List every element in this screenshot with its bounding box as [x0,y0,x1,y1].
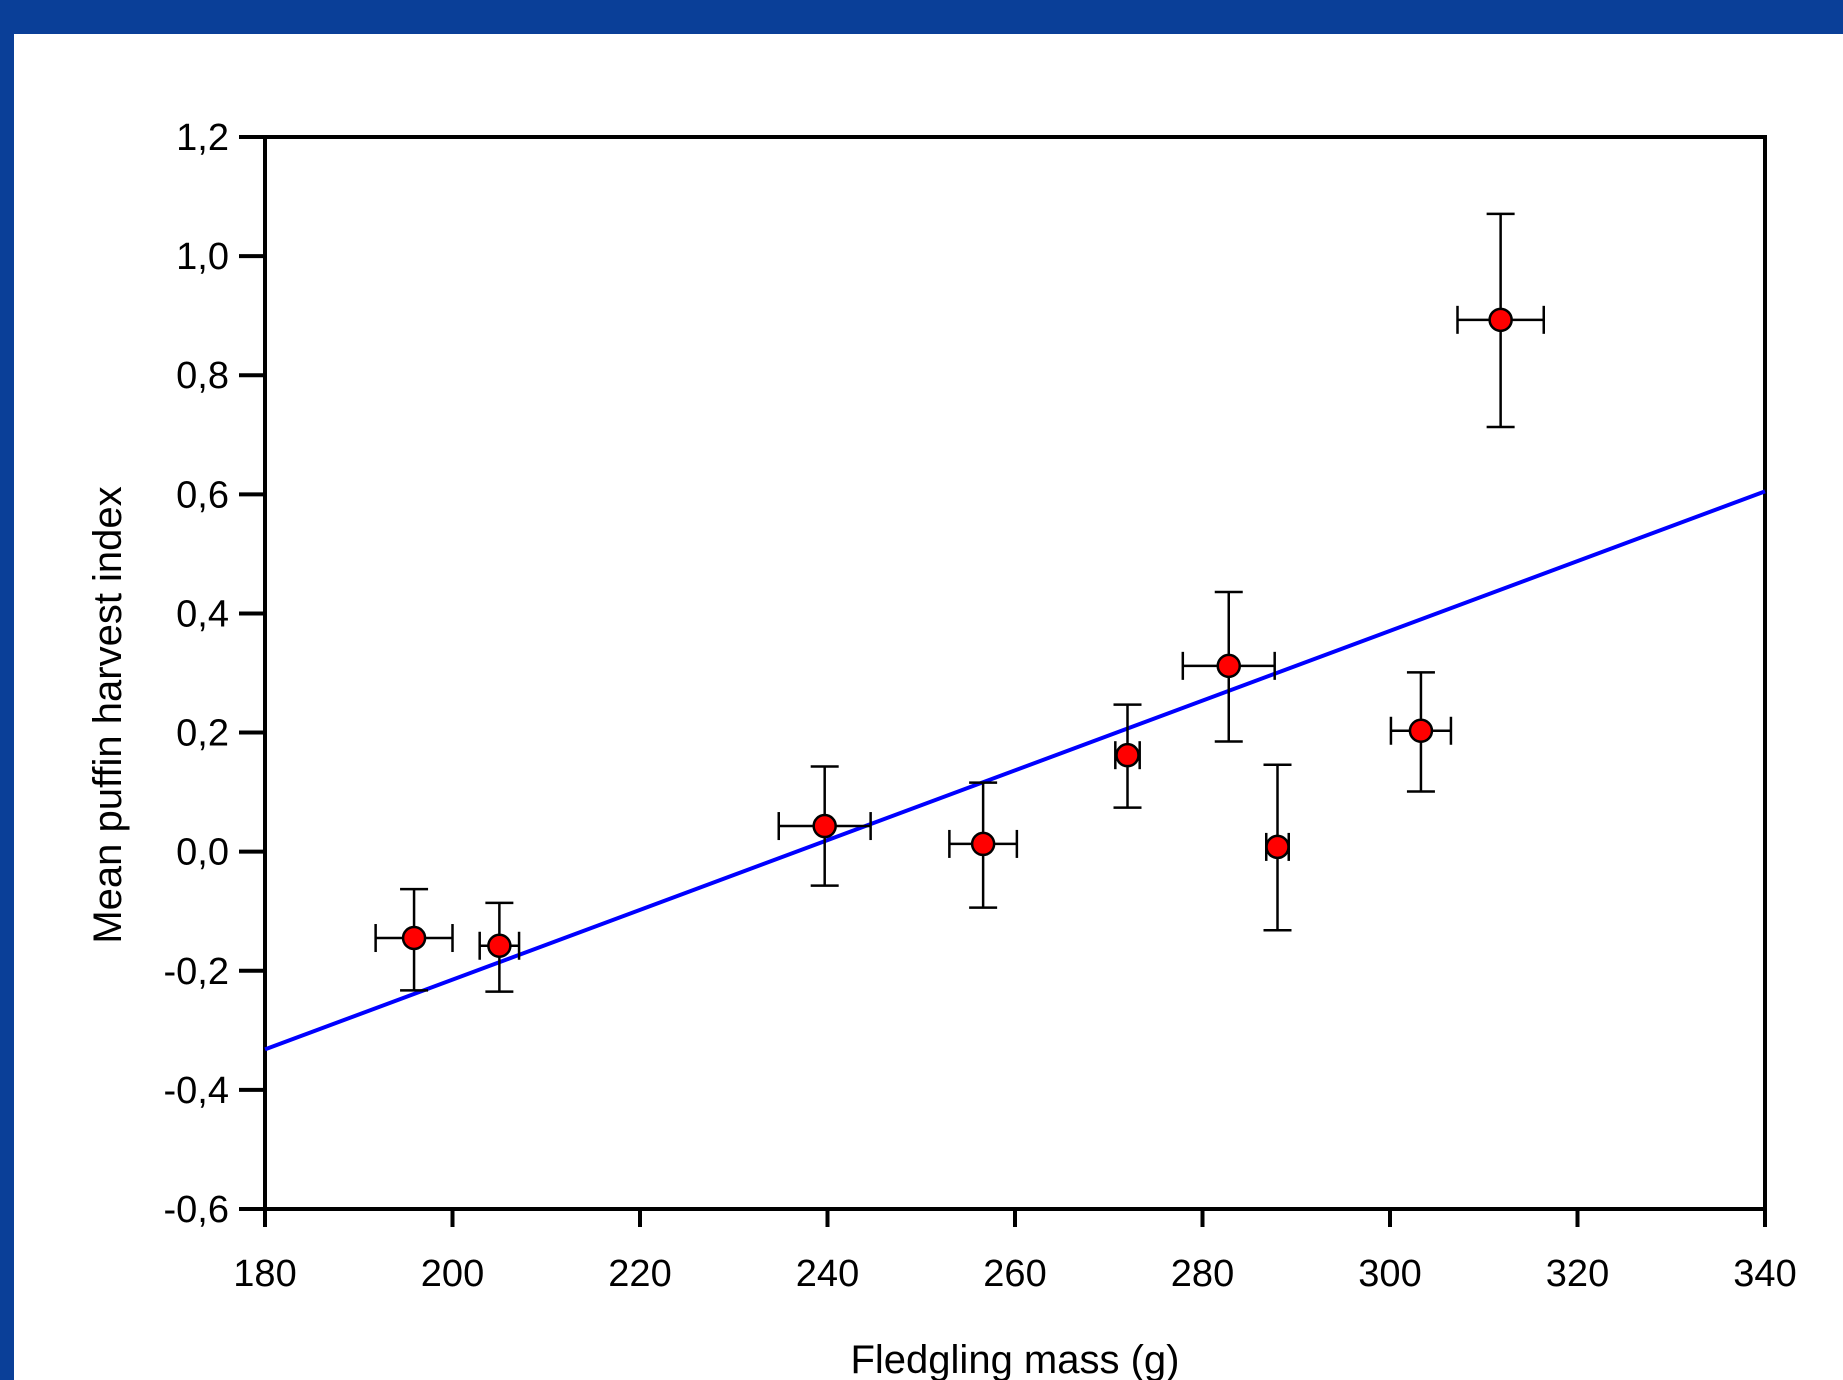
axes: 180 200 220 240 260 280 300 320 340 -0,6 -0,4 -0,2 0… [164,117,1797,1295]
x-tick-label: 240 [796,1253,859,1295]
y-axis-label: Mean puffin harvest index [86,486,130,943]
x-tick-label: 280 [1171,1253,1234,1295]
x-axis-label: Fledgling mass (g) [850,1338,1179,1380]
y-tick-label: -0,2 [164,951,229,993]
data-point [777,765,872,887]
point-marker [970,831,996,857]
x-tick-label: 180 [233,1253,296,1295]
x-tick-label: 340 [1733,1253,1796,1295]
data-point [1181,590,1276,743]
data-point [1113,703,1142,809]
point-marker [487,933,512,959]
point-marker [401,925,427,951]
data-point [478,901,521,993]
y-tick-label: -0,6 [164,1189,229,1231]
y-tick-label: 0,2 [176,713,229,755]
x-tick-label: 260 [983,1253,1046,1295]
chart-panel: 180 200 220 240 260 280 300 320 340 -0,6 -0,4 -0,2 0… [14,34,1843,1380]
data-point [1389,671,1453,793]
data-point [1456,212,1545,429]
y-tick-label: 1,0 [176,236,229,278]
y-tick-label: 1,2 [176,117,229,159]
regression-line [264,489,1766,1052]
x-tick-label: 320 [1546,1253,1609,1295]
y-tick-label: 0,0 [176,832,229,874]
data-point [374,887,454,992]
y-tick-label: -0,4 [164,1070,229,1112]
points-layer [374,212,1545,993]
point-marker [1265,834,1290,860]
point-marker [1216,653,1241,679]
data-point [1263,763,1292,932]
scatter-chart: 180 200 220 240 260 280 300 320 340 -0,6 -0,4 -0,2 0… [86,117,1797,1380]
x-tick-label: 300 [1358,1253,1421,1295]
x-tick-label: 220 [608,1253,671,1295]
fit-line-layer [264,489,1766,1052]
point-marker [1408,718,1434,744]
y-tick-label: 0,6 [176,474,229,516]
point-marker [1115,742,1140,768]
point-marker [812,813,837,839]
y-tick-label: 0,8 [176,355,229,397]
y-tick-label: 0,4 [176,593,229,635]
x-tick-label: 200 [421,1253,484,1295]
data-point [948,781,1019,909]
plot-frame [263,135,1767,1211]
point-marker [1488,307,1513,333]
